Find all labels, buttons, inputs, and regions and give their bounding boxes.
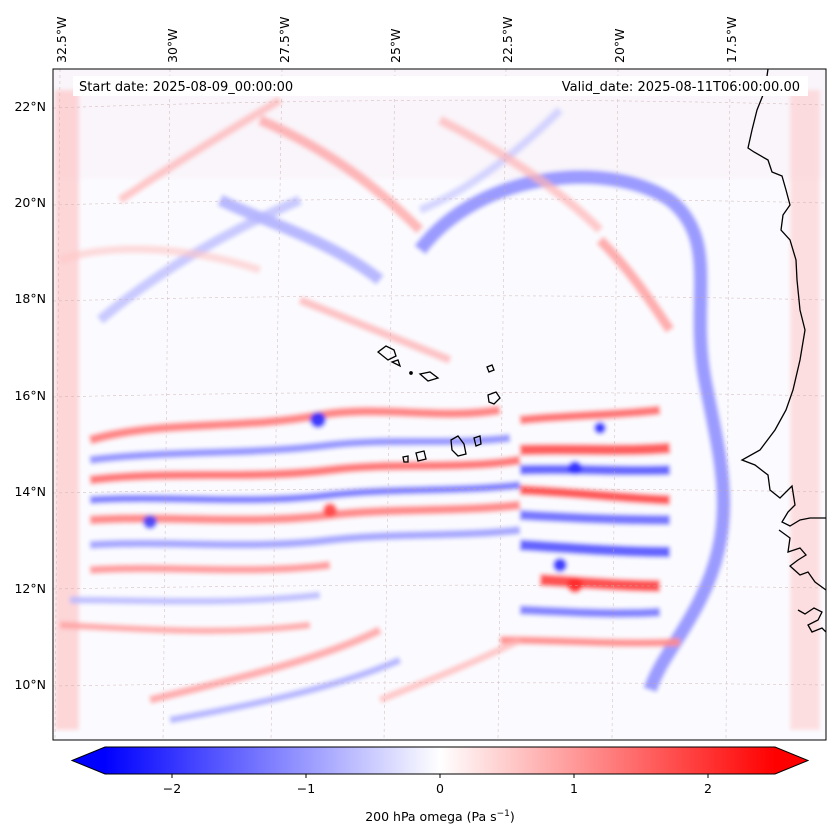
colorbar-tick: 2 bbox=[704, 781, 712, 796]
colorbar-tick: −1 bbox=[297, 781, 315, 796]
colorbar-label: 200 hPa omega (Pa s−1) bbox=[365, 809, 515, 824]
map-panel: Start date: 2025-08-09_00:00:00 Valid_da… bbox=[52, 68, 827, 741]
lon-label: 17.5°W bbox=[724, 17, 739, 63]
colorbar-high-extend bbox=[775, 747, 808, 774]
lat-label: 16°N bbox=[14, 388, 46, 403]
date-banner bbox=[73, 76, 808, 96]
lon-label: 30°W bbox=[165, 28, 180, 63]
colorbar-outline bbox=[70, 746, 810, 775]
lat-label: 14°N bbox=[14, 484, 46, 499]
lon-label: 25°W bbox=[388, 28, 403, 63]
lat-label: 20°N bbox=[14, 195, 46, 210]
lon-label: 32.5°W bbox=[54, 17, 69, 63]
lon-label: 27.5°W bbox=[277, 17, 292, 63]
omega-field bbox=[53, 69, 826, 740]
colorbar-tick: 1 bbox=[570, 781, 578, 796]
latitude-labels: 22°N 20°N 18°N 16°N 14°N 12°N 10°N bbox=[14, 99, 46, 692]
lon-label: 20°W bbox=[612, 28, 627, 63]
lat-label: 10°N bbox=[14, 677, 46, 692]
longitude-labels: 32.5°W 30°W 27.5°W 25°W 22.5°W 20°W 17.5… bbox=[54, 17, 739, 63]
lat-label: 22°N bbox=[14, 99, 46, 114]
colorbar-tick: 0 bbox=[436, 781, 444, 796]
colorbar-tick: −2 bbox=[163, 781, 181, 796]
lon-label: 22.5°W bbox=[500, 17, 515, 63]
lat-label: 12°N bbox=[14, 581, 46, 596]
lat-label: 18°N bbox=[14, 291, 46, 306]
gridlines bbox=[53, 69, 826, 740]
coastline bbox=[376, 69, 826, 633]
colorbar: −2 −1 0 1 2 200 hPa omega (Pa s−1) bbox=[70, 746, 810, 824]
start-date-text: Start date: 2025-08-09_00:00:00 bbox=[79, 80, 293, 95]
valid-date-text: Valid_date: 2025-08-11T06:00:00.00 bbox=[562, 80, 800, 95]
colorbar-low-extend bbox=[72, 747, 105, 774]
map-frame bbox=[52, 68, 827, 741]
